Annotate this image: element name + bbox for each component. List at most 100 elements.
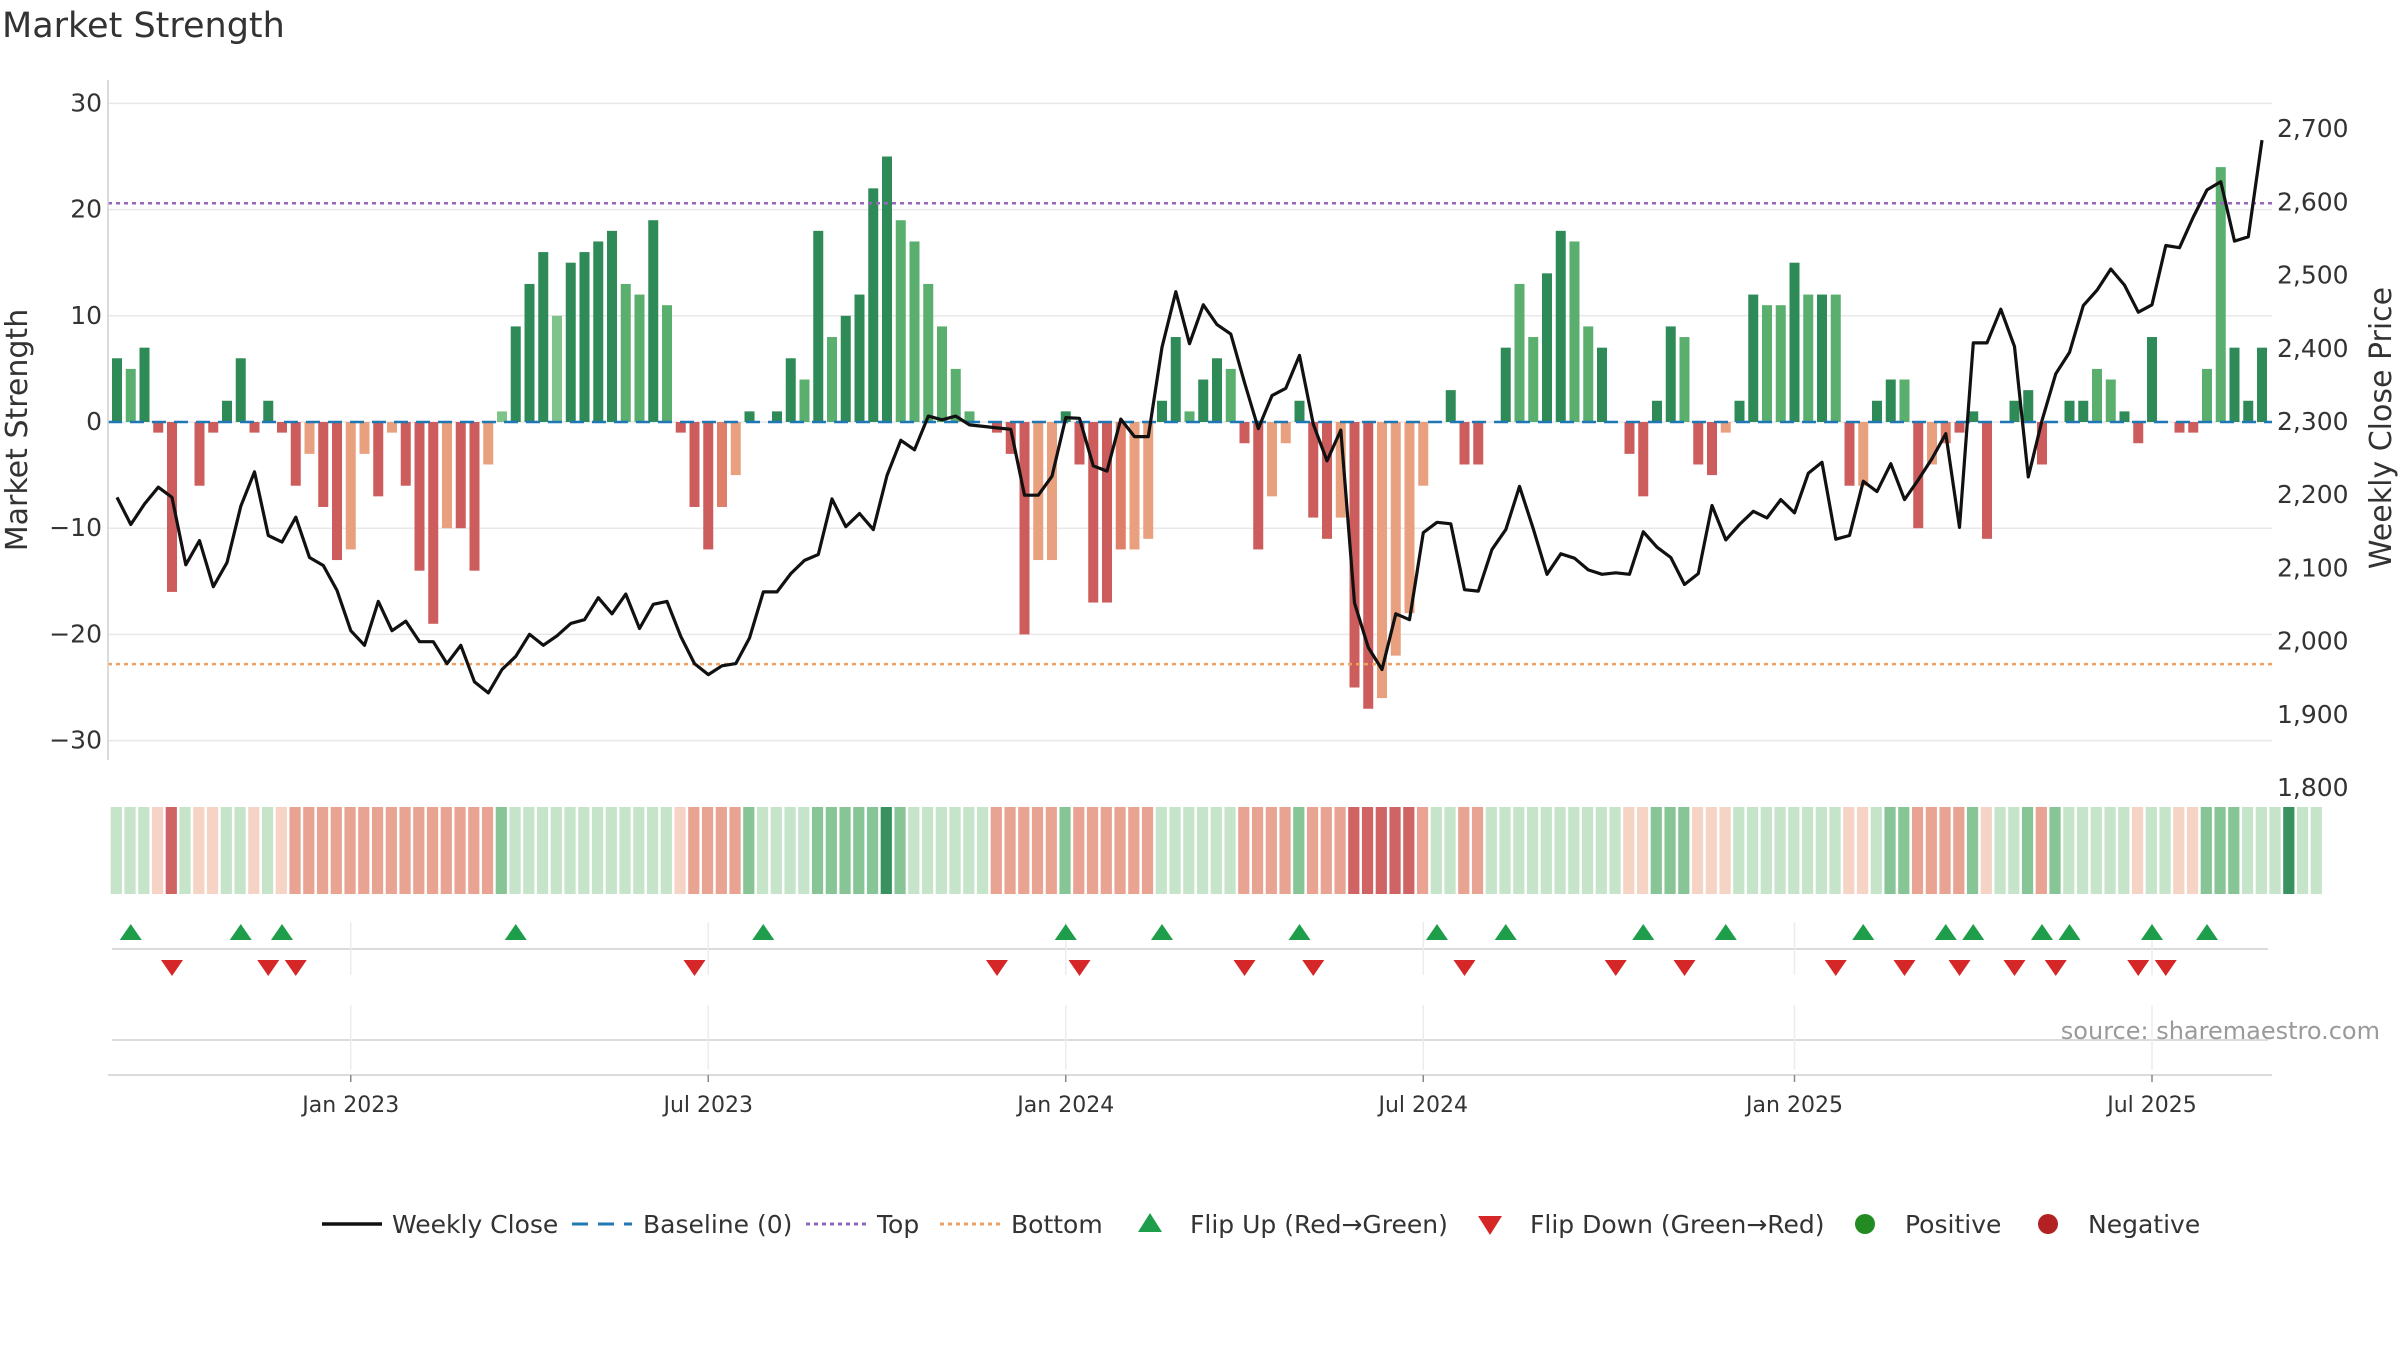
strength-bar bbox=[469, 422, 480, 571]
strength-bar bbox=[1720, 422, 1731, 433]
strength-bar bbox=[1033, 422, 1044, 561]
strength-bar bbox=[1019, 422, 1030, 635]
band-cell bbox=[921, 807, 934, 894]
strength-bar bbox=[634, 294, 645, 422]
band-cell bbox=[729, 807, 741, 894]
band-cell bbox=[866, 807, 879, 894]
band-cell bbox=[1815, 807, 1827, 894]
band-cell bbox=[385, 807, 397, 894]
y-axis-title: Market Strength bbox=[0, 309, 35, 551]
strength-bar bbox=[827, 337, 837, 422]
band-cell bbox=[523, 807, 535, 894]
strength-bar bbox=[1280, 422, 1291, 444]
strength-bar bbox=[1583, 326, 1594, 422]
strength-bar bbox=[689, 422, 700, 507]
band-cell bbox=[674, 807, 686, 894]
strength-bar bbox=[607, 230, 617, 422]
flip-down-marker bbox=[2154, 960, 2177, 976]
band-cell bbox=[1361, 807, 1374, 894]
strength-bar bbox=[1707, 422, 1717, 476]
band-cell bbox=[316, 807, 329, 894]
band-cell bbox=[1265, 807, 1277, 894]
band-cell bbox=[426, 807, 439, 894]
band-cell bbox=[330, 807, 342, 894]
strength-bar bbox=[1212, 358, 1222, 422]
strength-bar bbox=[882, 156, 892, 422]
band-cell bbox=[124, 807, 136, 894]
band-cell bbox=[1953, 807, 1965, 894]
strength-bar bbox=[1830, 294, 1841, 422]
y-tick-label: 0 bbox=[86, 407, 102, 436]
band-cell bbox=[1430, 807, 1442, 894]
y2-tick-label: 2,000 bbox=[2277, 627, 2349, 656]
band-cell bbox=[701, 807, 714, 894]
strength-bar bbox=[400, 422, 411, 486]
band-cell bbox=[1485, 807, 1497, 894]
strength-bar bbox=[1170, 337, 1181, 422]
band-cell bbox=[1128, 807, 1140, 894]
band-cell bbox=[1856, 807, 1869, 894]
strength-bar bbox=[359, 422, 370, 454]
flip-down-marker bbox=[257, 960, 280, 976]
flip-down-marker bbox=[161, 960, 183, 976]
strength-bar bbox=[1157, 400, 1167, 422]
strength-bar bbox=[1363, 422, 1374, 709]
strength-bar bbox=[1308, 422, 1319, 518]
strength-bar bbox=[1775, 305, 1786, 422]
band-cell bbox=[481, 807, 494, 894]
strength-bar bbox=[1322, 422, 1332, 539]
strength-band bbox=[110, 807, 2322, 894]
flip-up-marker bbox=[1288, 924, 1311, 940]
strength-bar bbox=[1748, 294, 1759, 422]
strength-bar bbox=[139, 347, 150, 422]
strength-bar bbox=[2188, 422, 2199, 433]
strength-bar bbox=[1418, 422, 1429, 486]
band-cell bbox=[193, 807, 205, 894]
band-cell bbox=[2241, 807, 2254, 894]
strength-bar bbox=[868, 188, 879, 422]
strength-bar bbox=[442, 422, 452, 529]
flip-down-marker bbox=[2044, 960, 2067, 976]
strength-bar bbox=[222, 400, 232, 422]
strength-bar bbox=[2009, 400, 2020, 422]
flip-down-marker bbox=[1604, 960, 1627, 976]
flip-up-marker bbox=[1054, 924, 1077, 940]
band-cell bbox=[261, 807, 274, 894]
strength-bar bbox=[1335, 422, 1346, 518]
strength-bar bbox=[455, 422, 466, 529]
flip-down-marker bbox=[2127, 960, 2150, 976]
strength-bar bbox=[497, 411, 507, 422]
strength-bar bbox=[1858, 422, 1869, 486]
strength-bar bbox=[1198, 379, 1209, 422]
strength-bar bbox=[1844, 422, 1855, 486]
legend-swatch-negative bbox=[2038, 1214, 2058, 1234]
strength-bar bbox=[1734, 400, 1745, 422]
band-cell bbox=[1183, 807, 1195, 894]
band-cell bbox=[1664, 807, 1676, 894]
flip-down-marker bbox=[986, 960, 1008, 976]
strength-bar bbox=[1542, 273, 1552, 422]
band-cell bbox=[1196, 807, 1209, 894]
strength-bar bbox=[1652, 400, 1662, 422]
strength-bar bbox=[1927, 422, 1937, 465]
strength-bar bbox=[345, 422, 356, 550]
band-cell bbox=[248, 807, 260, 894]
y2-tick-label: 1,900 bbox=[2277, 700, 2349, 729]
band-cell bbox=[935, 807, 947, 894]
flip-up-marker bbox=[1632, 924, 1655, 940]
x-tick-label: Jul 2025 bbox=[2105, 1093, 2197, 1118]
strength-bar bbox=[1115, 422, 1126, 550]
legend-label: Top bbox=[876, 1210, 919, 1239]
band-cell bbox=[880, 807, 892, 894]
legend-label: Baseline (0) bbox=[643, 1210, 792, 1239]
strength-bar bbox=[1253, 422, 1264, 550]
strength-bar bbox=[579, 252, 590, 422]
y-tick-label: −10 bbox=[49, 513, 102, 542]
band-cell bbox=[990, 807, 1002, 894]
band-cell bbox=[949, 807, 961, 894]
strength-bar bbox=[1885, 379, 1896, 422]
strength-bar bbox=[2229, 347, 2240, 422]
band-cell bbox=[1389, 807, 1401, 894]
strength-bar bbox=[565, 262, 576, 422]
strength-bar bbox=[1129, 422, 1140, 550]
